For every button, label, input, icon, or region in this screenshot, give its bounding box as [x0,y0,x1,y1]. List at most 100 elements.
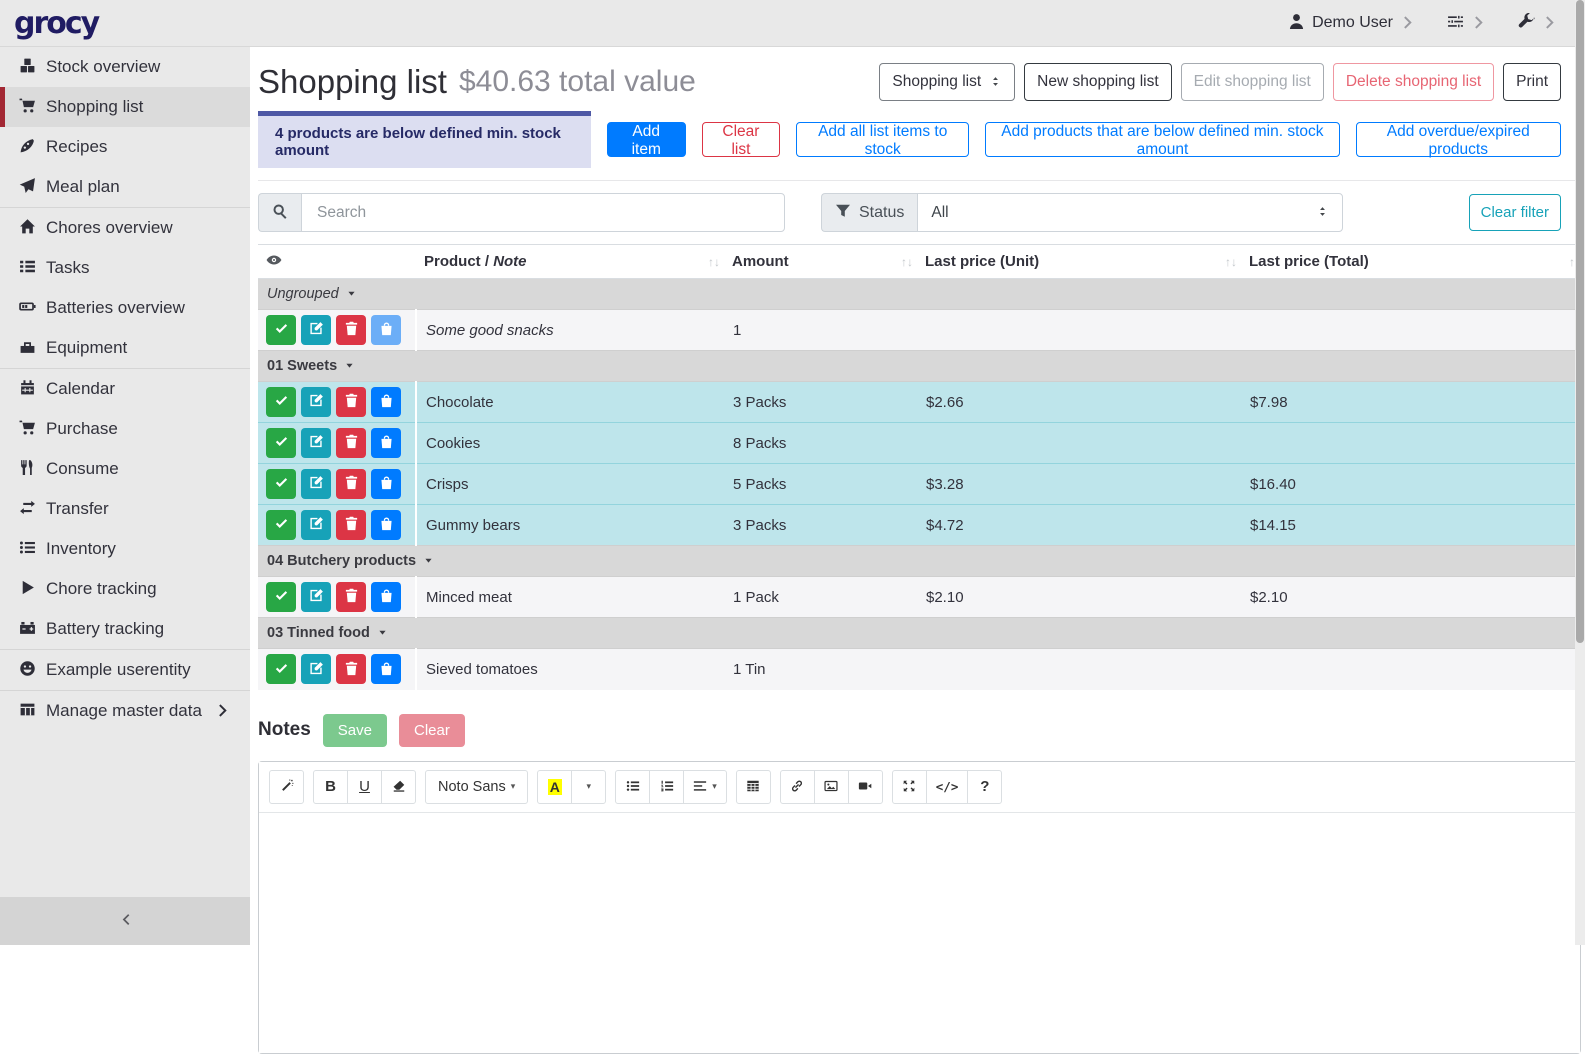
column-unit-price-header[interactable]: Last price (Unit) ↑↓ [917,244,1241,279]
edit-item-button[interactable] [301,469,331,499]
total-price-cell: $14.15 [1241,504,1585,546]
help-button[interactable]: ? [967,769,1003,804]
sidebar-item-manage-master-data[interactable]: Manage master data [0,691,250,731]
column-amount-header[interactable]: Amount ↑↓ [724,244,917,279]
page-title: Shopping list [258,63,447,100]
sidebar-item-equipment[interactable]: Equipment [0,328,250,368]
text-color-button[interactable]: A [537,769,573,804]
sidebar-item-meal-plan[interactable]: Meal plan [0,167,250,207]
sidebar-collapse-button[interactable] [0,897,250,945]
bold-button[interactable]: B [313,769,348,804]
notes-editor-body[interactable] [259,812,1580,1053]
delete-item-button[interactable] [336,654,366,685]
mark-done-button[interactable] [266,315,296,345]
sort-icon: ↑↓ [901,254,913,269]
add-to-stock-button[interactable] [371,510,401,540]
sidebar-item-stock-overview[interactable]: Stock overview [0,47,250,87]
search-input[interactable] [315,202,771,223]
add-to-stock-button[interactable] [371,654,401,685]
insert-table-button[interactable] [735,769,771,804]
clear-formatting-button[interactable] [381,769,416,804]
mark-done-button[interactable] [266,582,296,612]
add-to-stock-button[interactable] [371,315,401,345]
add-to-stock-button[interactable] [371,582,401,612]
shopping-list-select[interactable]: Shopping list [879,63,1016,101]
sidebar-item-chores-overview[interactable]: Chores overview [0,208,250,248]
delete-shopping-list-button[interactable]: Delete shopping list [1332,63,1495,101]
new-shopping-list-button[interactable]: New shopping list [1024,63,1172,101]
delete-item-button[interactable] [336,387,366,417]
sidebar-item-battery-tracking[interactable]: Battery tracking [0,609,250,649]
insert-image-button[interactable] [813,769,849,804]
add-to-stock-button[interactable] [371,387,401,417]
add-all-to-stock-button[interactable]: Add all list items to stock [796,122,970,158]
mark-done-button[interactable] [266,387,296,417]
add-item-button[interactable]: Add item [606,122,686,158]
delete-item-button[interactable] [336,315,366,345]
add-below-min-button[interactable]: Add products that are below defined min.… [985,122,1340,158]
page-scrollbar[interactable] [1575,0,1585,945]
column-total-price-header[interactable]: Last price (Total) ↑↓ [1241,244,1585,279]
status-select[interactable]: All [917,193,1343,232]
add-overdue-button[interactable]: Add overdue/expired products [1355,122,1561,158]
clear-filter-button[interactable]: Clear filter [1468,194,1561,231]
unit-price-cell [917,422,1241,464]
font-family-dropdown[interactable]: Noto Sans ▾ [425,769,529,804]
sidebar-item-example-userentity[interactable]: Example userentity [0,650,250,690]
delete-item-button[interactable] [336,510,366,540]
sidebar-item-batteries-overview[interactable]: Batteries overview [0,288,250,328]
shopping-list-table: Product / Note ↑↓ Amount ↑↓ Last price (… [258,244,1585,690]
sidebar-item-consume[interactable]: Consume [0,449,250,489]
paragraph-align-dropdown[interactable]: ▾ [683,769,727,804]
add-to-stock-button[interactable] [371,428,401,458]
edit-item-button[interactable] [301,654,331,685]
insert-link-button[interactable] [779,769,815,804]
ordered-list-button[interactable] [649,769,685,804]
delete-item-button[interactable] [336,469,366,499]
sort-icon: ↑↓ [708,254,720,269]
notes-save-button[interactable]: Save [322,713,387,747]
edit-item-button[interactable] [301,510,331,540]
group-row-01-sweets[interactable]: 01 Sweets [258,350,1585,382]
print-button[interactable]: Print [1503,63,1561,101]
sidebar-item-tasks[interactable]: Tasks [0,248,250,288]
mark-done-button[interactable] [266,510,296,540]
sidebar-item-recipes[interactable]: Recipes [0,127,250,167]
add-to-stock-button[interactable] [371,469,401,499]
edit-item-button[interactable] [301,387,331,417]
edit-item-button[interactable] [301,315,331,345]
column-product-header[interactable]: Product / Note ↑↓ [416,244,724,279]
text-color-dropdown[interactable]: ▾ [571,769,607,804]
underline-button[interactable]: U [347,769,382,804]
sidebar-item-calendar[interactable]: Calendar [0,369,250,409]
column-visibility-header[interactable] [258,244,416,279]
scrollbar-thumb[interactable] [1576,0,1584,643]
amount-cell: 3 Packs [724,381,917,423]
edit-item-button[interactable] [301,582,331,612]
sidebar-item-transfer[interactable]: Transfer [0,489,250,529]
delete-item-button[interactable] [336,582,366,612]
style-magic-button[interactable] [269,769,304,804]
sidebar-item-chore-tracking[interactable]: Chore tracking [0,569,250,609]
group-row-ungrouped[interactable]: Ungrouped [258,278,1585,310]
delete-item-button[interactable] [336,428,366,458]
admin-menu[interactable] [1518,13,1559,33]
code-view-button[interactable]: </> [925,769,969,804]
clear-list-button[interactable]: Clear list [701,122,781,158]
mark-done-button[interactable] [266,428,296,458]
group-row-04-butchery-products[interactable]: 04 Butchery products [258,545,1585,577]
settings-menu[interactable] [1447,13,1488,33]
sidebar-item-inventory[interactable]: Inventory [0,529,250,569]
mark-done-button[interactable] [266,654,296,685]
edit-item-button[interactable] [301,428,331,458]
notes-clear-button[interactable]: Clear [399,713,465,747]
mark-done-button[interactable] [266,469,296,499]
sidebar-item-shopping-list[interactable]: Shopping list [0,87,250,127]
unordered-list-button[interactable] [615,769,651,804]
sidebar-item-purchase[interactable]: Purchase [0,409,250,449]
edit-shopping-list-button[interactable]: Edit shopping list [1180,63,1324,101]
user-menu[interactable]: Demo User [1288,13,1417,33]
fullscreen-button[interactable] [891,769,927,804]
group-row-03-tinned-food[interactable]: 03 Tinned food [258,617,1585,649]
insert-video-button[interactable] [847,769,883,804]
